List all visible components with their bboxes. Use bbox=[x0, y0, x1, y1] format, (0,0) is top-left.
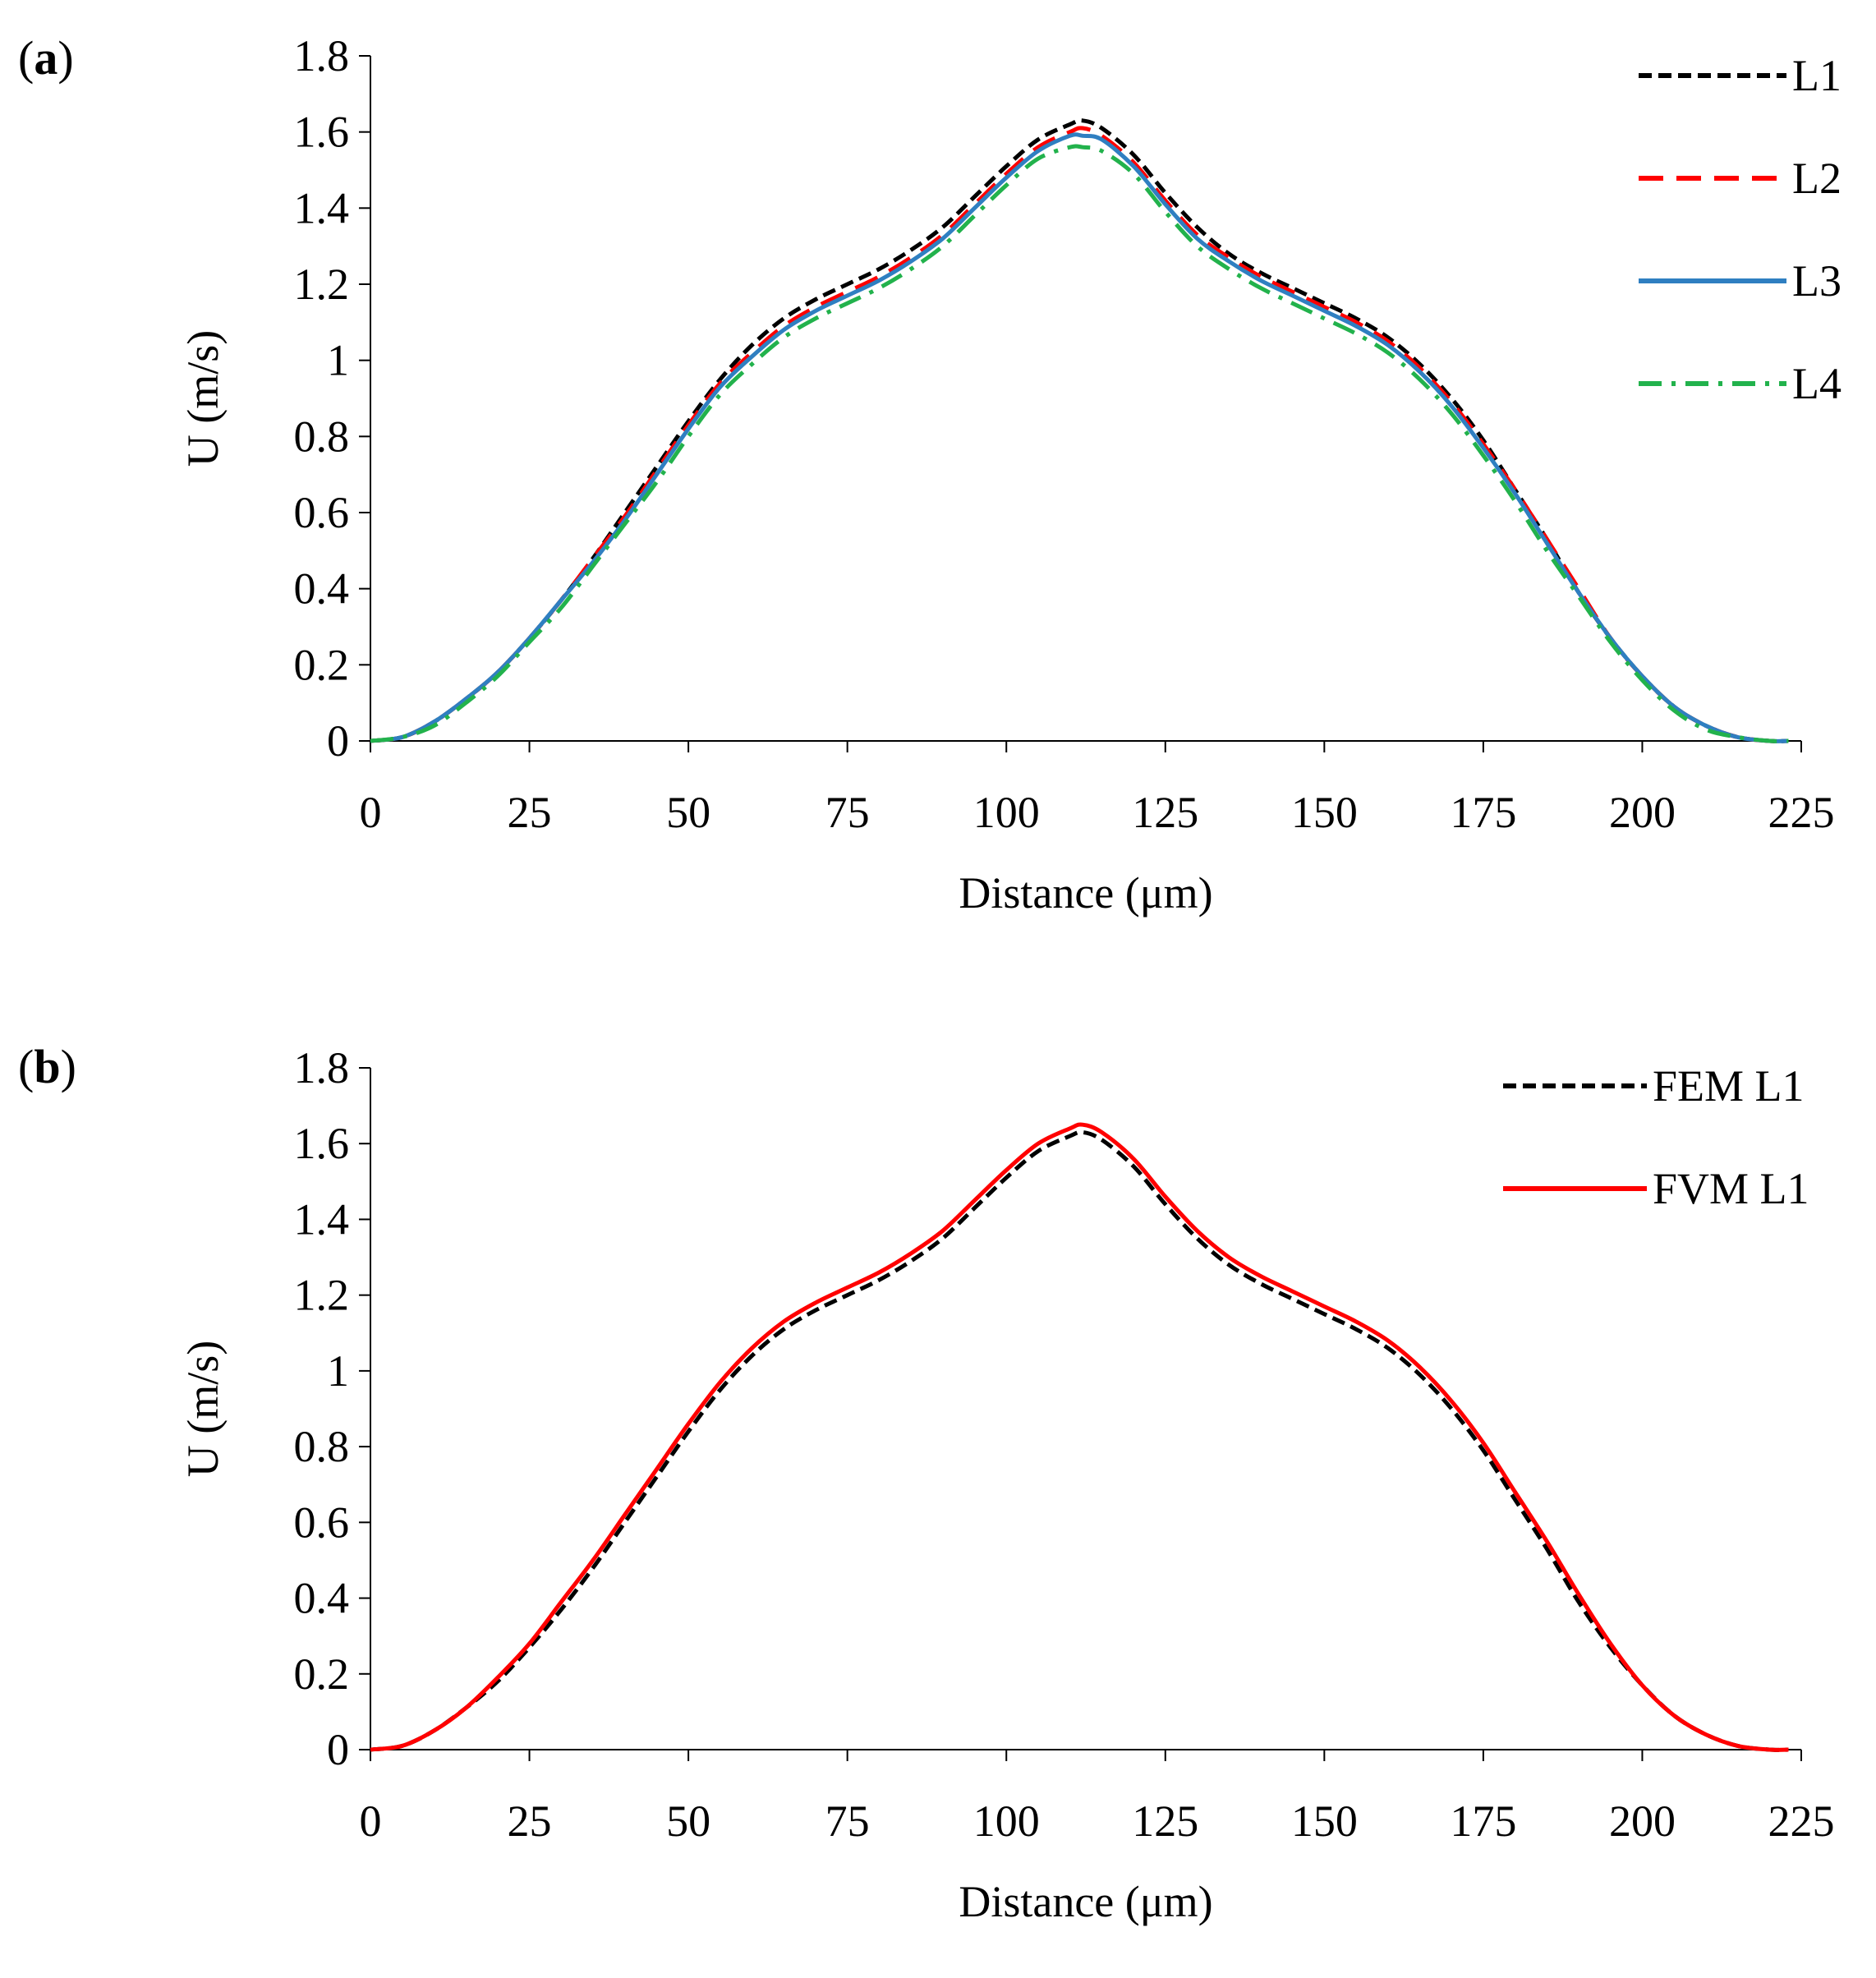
y-tick-label: 1.4 bbox=[294, 183, 350, 232]
x-tick-label: 125 bbox=[1132, 1796, 1198, 1846]
y-tick-label: 1.4 bbox=[294, 1194, 350, 1244]
series-line-fvm-l1 bbox=[370, 1122, 1789, 1752]
x-tick-label: 50 bbox=[666, 1796, 710, 1846]
y-tick-label: 1.8 bbox=[294, 31, 350, 80]
legend-label-l3: L3 bbox=[1792, 256, 1842, 306]
y-tick-label: 1.6 bbox=[294, 108, 350, 157]
legend-label-l1: L1 bbox=[1792, 51, 1842, 100]
x-tick-label: 100 bbox=[973, 1796, 1040, 1846]
y-tick-label: 0 bbox=[327, 716, 349, 766]
series-line-l4 bbox=[370, 144, 1789, 743]
series-line-fem-l1 bbox=[370, 1129, 1789, 1752]
y-tick-label: 0.6 bbox=[294, 1497, 350, 1547]
chart-panel-b: (b) 0 0.2 0.4 0.6 0.8 1 1.2 1.4 1.6 1.8 0 25 50 75 100 1… bbox=[18, 1040, 1835, 1926]
legend-label-l2: L2 bbox=[1792, 154, 1842, 203]
y-tick-label: 0.8 bbox=[294, 412, 350, 461]
y-tick-label: 0.4 bbox=[294, 564, 350, 614]
x-tick-label: 100 bbox=[973, 788, 1040, 837]
y-tick-label: 1 bbox=[327, 336, 349, 385]
y-axis-label: U (m/s) bbox=[178, 1341, 228, 1477]
series-line-l2 bbox=[370, 126, 1789, 743]
legend-label-fvm-l1: FVM L1 bbox=[1653, 1164, 1809, 1213]
x-tick-label: 225 bbox=[1768, 788, 1835, 837]
y-tick-label: 1.2 bbox=[294, 260, 350, 309]
y-tick-label: 0 bbox=[327, 1725, 349, 1774]
y-tick-label: 1.8 bbox=[294, 1043, 350, 1092]
x-tick-label: 125 bbox=[1132, 788, 1198, 837]
x-tick-label: 50 bbox=[666, 788, 710, 837]
x-tick-label: 0 bbox=[360, 1796, 382, 1846]
x-tick-label: 75 bbox=[825, 788, 870, 837]
x-tick-label: 225 bbox=[1768, 1796, 1835, 1846]
x-tick-label: 25 bbox=[508, 788, 552, 837]
panel-label: (a) bbox=[18, 31, 74, 85]
y-tick-label: 1 bbox=[327, 1346, 349, 1396]
y-axis-label: U (m/s) bbox=[178, 330, 228, 467]
x-tick-label: 200 bbox=[1609, 788, 1676, 837]
y-tick-label: 1.2 bbox=[294, 1271, 350, 1320]
x-tick-label: 75 bbox=[825, 1796, 870, 1846]
y-tick-label: 0.6 bbox=[294, 488, 350, 537]
y-tick-label: 0.2 bbox=[294, 1649, 350, 1699]
y-tick-label: 1.6 bbox=[294, 1119, 350, 1168]
x-tick-label: 150 bbox=[1291, 1796, 1358, 1846]
x-axis-label: Distance (μm) bbox=[959, 1877, 1212, 1926]
series-line-l3 bbox=[370, 132, 1789, 743]
legend-label-fem-l1: FEM L1 bbox=[1653, 1061, 1805, 1111]
x-tick-label: 175 bbox=[1450, 788, 1516, 837]
series-line-l1 bbox=[370, 118, 1789, 743]
x-tick-label: 175 bbox=[1450, 1796, 1516, 1846]
x-axis-label: Distance (μm) bbox=[959, 868, 1212, 918]
x-tick-label: 0 bbox=[360, 788, 382, 837]
x-tick-label: 200 bbox=[1609, 1796, 1676, 1846]
chart-panel-a: (a) 0 0.2 0.4 0.6 0.8 1 1.2 1.4 1.6 1.8 0 25 50 75 100 1… bbox=[18, 31, 1842, 918]
x-tick-label: 150 bbox=[1291, 788, 1358, 837]
panel-label: (b) bbox=[18, 1040, 76, 1093]
y-tick-label: 0.2 bbox=[294, 640, 350, 689]
y-tick-label: 0.4 bbox=[294, 1574, 350, 1623]
legend-label-l4: L4 bbox=[1792, 359, 1842, 408]
x-tick-label: 25 bbox=[508, 1796, 552, 1846]
y-tick-label: 0.8 bbox=[294, 1422, 350, 1471]
